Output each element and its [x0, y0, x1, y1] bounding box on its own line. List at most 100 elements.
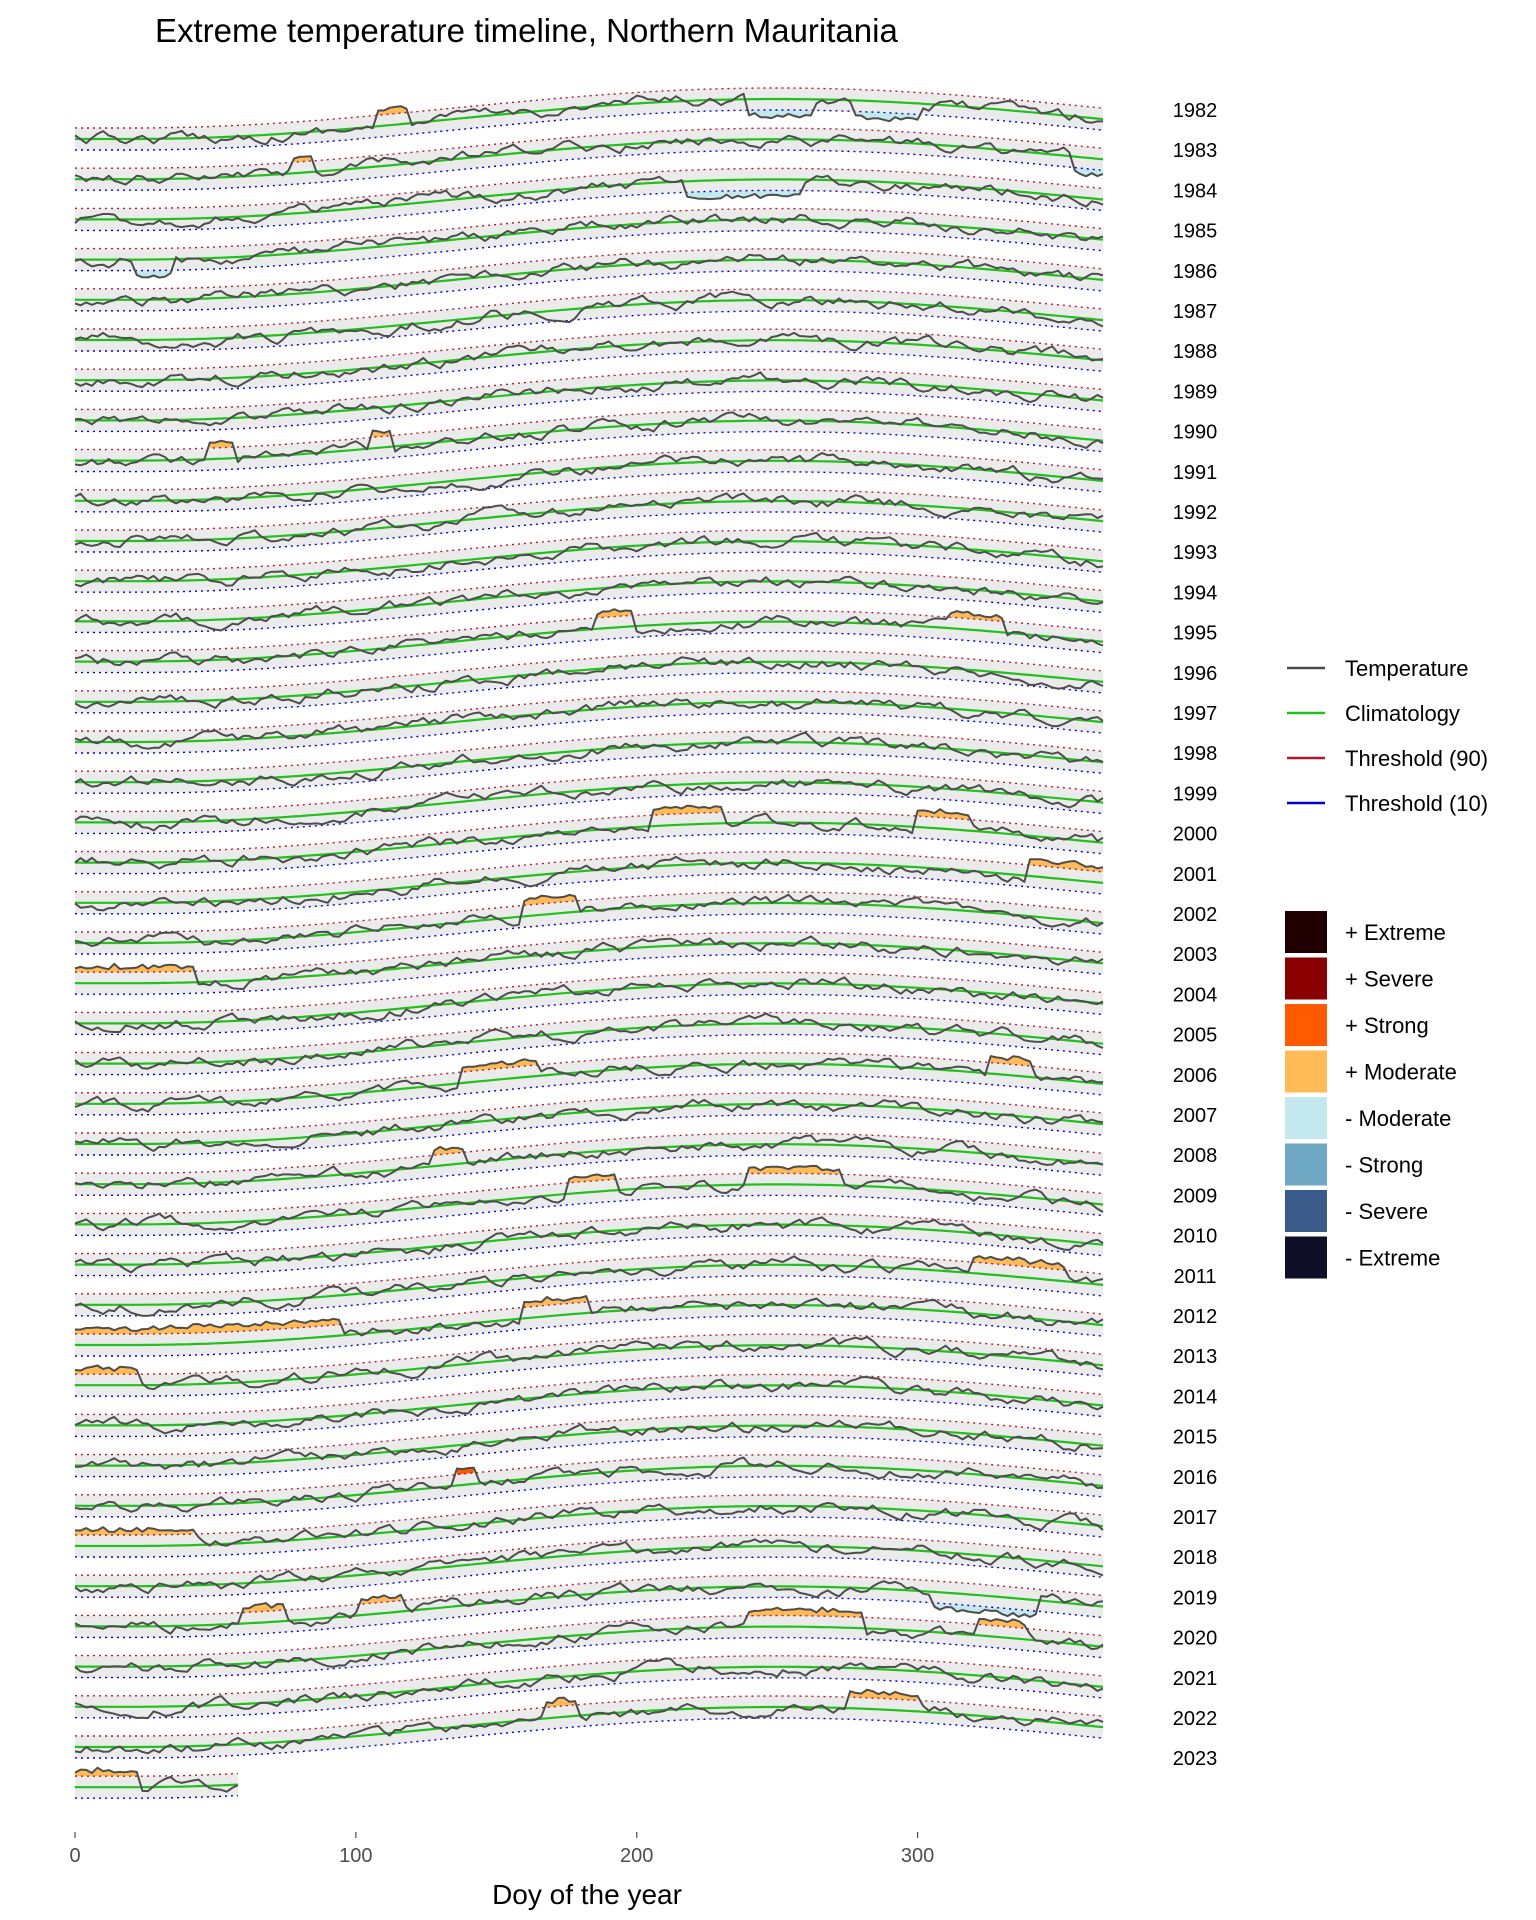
temperature-line [74, 1295, 1104, 1337]
temperature-line [74, 411, 1104, 467]
temperature-line [74, 253, 1104, 307]
threshold-10-line [74, 631, 1104, 674]
year-label-2002: 2002 [1173, 904, 1218, 926]
threshold-90-line [74, 1052, 1104, 1094]
threshold-90-line [74, 1373, 1104, 1416]
threshold-90-line [74, 1011, 1104, 1054]
threshold-band [75, 289, 1103, 351]
threshold-band [75, 1012, 1103, 1075]
threshold-10-line [74, 109, 1104, 151]
temperature-line [74, 731, 1104, 788]
threshold-10-line [74, 832, 1104, 875]
year-label-1999: 1999 [1173, 783, 1218, 805]
year-label-2010: 2010 [1173, 1226, 1218, 1248]
year-label-2009: 2009 [1173, 1185, 1218, 1207]
category-swatch-7 [1285, 1236, 1327, 1279]
threshold-90-line [74, 328, 1104, 370]
anomaly-2023-0 [75, 1767, 137, 1777]
line-legend: Temperature Climatology Threshold (90) Thre… [1287, 656, 1488, 816]
threshold-10-line [74, 149, 1104, 191]
category-label-3: + Moderate [1345, 1060, 1457, 1085]
climatology-line [74, 1303, 1104, 1347]
ridge-2015 [74, 1413, 1104, 1478]
year-label-1989: 1989 [1173, 381, 1218, 403]
temperature-line [74, 778, 1104, 832]
ridge-1985 [74, 207, 1104, 279]
ridge-1997 [74, 690, 1104, 754]
anomaly-1984-218 [687, 190, 800, 200]
category-label-4: - Moderate [1345, 1106, 1451, 1131]
anomaly-1990-105 [372, 430, 390, 438]
temperature-line [74, 1456, 1104, 1513]
ridge-2022 [74, 1688, 1104, 1759]
year-label-2023: 2023 [1173, 1748, 1218, 1770]
threshold-90-line [74, 971, 1104, 1014]
threshold-90-line [74, 1212, 1104, 1255]
threshold-10-line [74, 1556, 1104, 1598]
threshold-band [75, 409, 1103, 472]
year-labels: 1982 1983 1984 1985 1986 1987 1988 1989 1990 1991… [1173, 100, 1218, 1770]
threshold-band [75, 88, 1103, 150]
climatology-line [74, 1665, 1104, 1708]
x-tick-label-300: 300 [901, 1845, 934, 1867]
temperature-line [74, 1502, 1104, 1547]
category-label-1: + Severe [1345, 967, 1434, 992]
threshold-90-line [74, 248, 1104, 290]
ridge-2003 [74, 931, 1104, 995]
threshold-10-line [74, 310, 1104, 352]
threshold-90-line [74, 207, 1104, 250]
threshold-90-line [74, 569, 1104, 612]
ridge-2004 [74, 971, 1104, 1036]
year-label-1992: 1992 [1173, 502, 1218, 524]
threshold-band [75, 1655, 1103, 1718]
ridge-2019 [74, 1574, 1104, 1639]
climatology-line [74, 982, 1104, 1025]
legend-label-1: Climatology [1345, 701, 1460, 726]
temperature-line [74, 92, 1103, 146]
threshold-90-line [74, 690, 1104, 732]
year-label-1991: 1991 [1173, 462, 1218, 484]
ridge-1988 [74, 328, 1104, 392]
threshold-band [75, 691, 1103, 753]
x-axis: 0 100 200 300 [69, 1832, 934, 1867]
temperature-line [74, 1688, 1104, 1755]
year-label-2000: 2000 [1173, 824, 1218, 846]
threshold-10-line [74, 511, 1104, 553]
temperature-line [74, 1538, 1104, 1595]
threshold-10-line [74, 591, 1104, 634]
category-label-6: - Severe [1345, 1199, 1428, 1224]
threshold-10-line [74, 1194, 1104, 1237]
ridge-1998 [74, 730, 1104, 794]
threshold-10-line [74, 1315, 1104, 1357]
year-label-2015: 2015 [1173, 1427, 1218, 1449]
threshold-10-line [74, 1114, 1104, 1156]
threshold-band [75, 1334, 1103, 1397]
temperature-line [74, 1580, 1104, 1635]
threshold-10-line [74, 1234, 1104, 1277]
legend-label-3: Threshold (10) [1345, 791, 1488, 816]
threshold-90-line [74, 1614, 1104, 1657]
ridge-1984 [74, 167, 1104, 232]
ridge-2008 [74, 1132, 1104, 1196]
threshold-90-line [74, 529, 1104, 571]
ridge-2018 [74, 1534, 1104, 1598]
temperature-line [74, 174, 1104, 229]
ridge-2014 [74, 1373, 1104, 1438]
threshold-10-line [74, 712, 1104, 754]
threshold-10-line [74, 752, 1104, 794]
temperature-line [74, 1766, 239, 1793]
year-label-1997: 1997 [1173, 703, 1218, 725]
threshold-90-line [74, 1413, 1104, 1456]
year-label-2003: 2003 [1173, 944, 1218, 966]
threshold-10-line [74, 993, 1104, 1036]
year-label-1984: 1984 [1173, 180, 1218, 202]
category-label-0: + Extreme [1345, 920, 1446, 945]
climatology-line [74, 1022, 1104, 1065]
ridge-1987 [74, 288, 1104, 352]
temperature-line [74, 1376, 1104, 1435]
climatology-line [74, 1705, 1104, 1749]
threshold-10-line [74, 1435, 1104, 1478]
climatology-line [74, 1783, 238, 1789]
year-label-2016: 2016 [1173, 1467, 1218, 1489]
